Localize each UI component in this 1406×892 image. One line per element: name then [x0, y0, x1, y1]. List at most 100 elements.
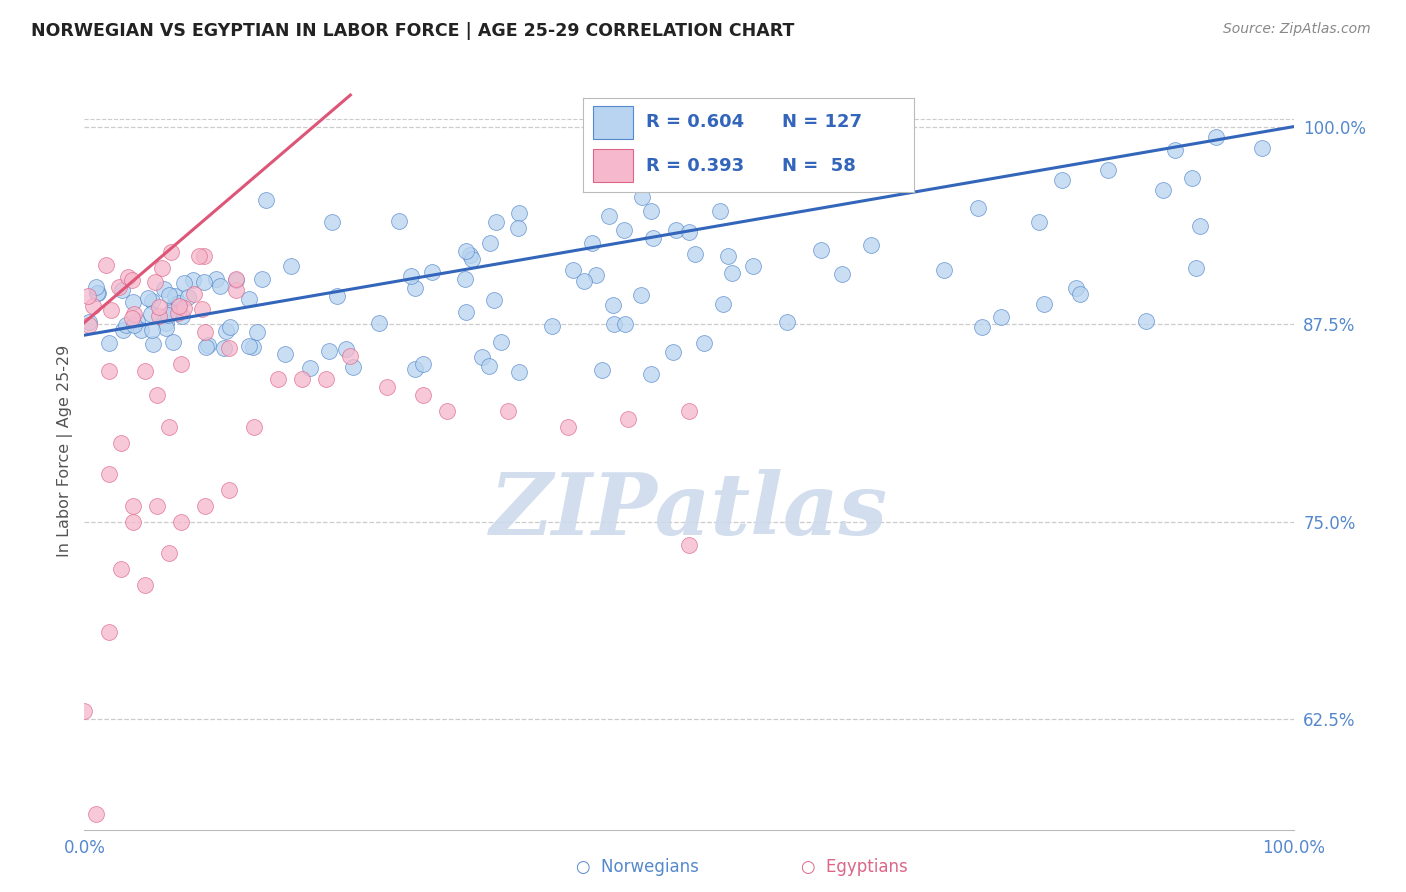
- Point: [967, 201, 990, 215]
- Point: [404, 362, 426, 376]
- Point: [122, 307, 145, 321]
- Point: [742, 260, 765, 274]
- Point: [776, 315, 799, 329]
- Point: [1097, 163, 1119, 178]
- Point: [115, 318, 138, 332]
- Point: [581, 236, 603, 251]
- Point: [204, 272, 226, 286]
- Point: [661, 345, 683, 359]
- Point: [489, 334, 512, 349]
- Y-axis label: In Labor Force | Age 25-29: In Labor Force | Age 25-29: [58, 344, 73, 557]
- Point: [1205, 130, 1227, 145]
- Point: [693, 336, 716, 351]
- Point: [157, 287, 180, 301]
- Point: [187, 248, 209, 262]
- Point: [461, 252, 484, 266]
- Point: [808, 163, 831, 178]
- Point: [218, 483, 240, 497]
- Point: [77, 289, 100, 303]
- Text: Source: ZipAtlas.com: Source: ZipAtlas.com: [1223, 22, 1371, 37]
- Bar: [593, 149, 633, 183]
- Point: [640, 367, 662, 381]
- Point: [110, 562, 132, 576]
- Point: [121, 499, 143, 513]
- Point: [141, 323, 163, 337]
- Point: [82, 299, 104, 313]
- Point: [77, 315, 100, 329]
- Text: R = 0.604: R = 0.604: [647, 113, 744, 131]
- Point: [86, 285, 108, 300]
- Point: [139, 307, 162, 321]
- Point: [209, 278, 232, 293]
- Point: [678, 225, 700, 239]
- Point: [242, 419, 264, 434]
- Point: [591, 362, 613, 376]
- Point: [181, 273, 204, 287]
- Point: [1164, 143, 1187, 157]
- Point: [134, 578, 156, 592]
- Point: [157, 546, 180, 560]
- Point: [508, 221, 530, 235]
- Point: [1064, 281, 1087, 295]
- Point: [721, 266, 744, 280]
- Point: [321, 215, 343, 229]
- Point: [454, 272, 477, 286]
- Point: [153, 282, 176, 296]
- Point: [86, 280, 108, 294]
- Point: [225, 283, 247, 297]
- Point: [399, 269, 422, 284]
- Point: [412, 357, 434, 371]
- Point: [86, 806, 108, 821]
- Text: N =  58: N = 58: [782, 157, 856, 175]
- Point: [100, 302, 122, 317]
- Point: [169, 296, 191, 310]
- Point: [150, 260, 173, 275]
- Point: [156, 308, 179, 322]
- Point: [1185, 260, 1208, 275]
- Point: [1069, 287, 1091, 301]
- Point: [143, 275, 166, 289]
- Point: [339, 349, 361, 363]
- Point: [142, 336, 165, 351]
- Point: [190, 301, 212, 316]
- Point: [97, 336, 120, 351]
- Point: [170, 515, 193, 529]
- Point: [121, 273, 143, 287]
- Point: [177, 290, 200, 304]
- Point: [768, 140, 790, 154]
- Point: [1050, 173, 1073, 187]
- Point: [342, 359, 364, 374]
- Point: [141, 294, 163, 309]
- Point: [640, 204, 662, 219]
- Point: [94, 259, 117, 273]
- Point: [990, 310, 1012, 325]
- Point: [631, 190, 654, 204]
- Point: [1250, 141, 1272, 155]
- Point: [315, 372, 337, 386]
- Point: [170, 357, 193, 371]
- Point: [138, 291, 160, 305]
- Point: [972, 320, 994, 334]
- Point: [225, 273, 247, 287]
- Point: [194, 499, 217, 513]
- Point: [274, 347, 297, 361]
- Point: [574, 274, 596, 288]
- Point: [155, 316, 177, 330]
- Point: [1135, 314, 1157, 328]
- Point: [508, 206, 530, 220]
- Point: [197, 338, 219, 352]
- Point: [561, 263, 583, 277]
- Point: [183, 286, 205, 301]
- Point: [602, 317, 624, 331]
- Point: [146, 388, 169, 402]
- Point: [456, 244, 478, 259]
- Point: [863, 118, 886, 132]
- Point: [254, 193, 277, 207]
- Point: [485, 215, 508, 229]
- Point: [641, 231, 664, 245]
- Text: R = 0.393: R = 0.393: [647, 157, 744, 175]
- Point: [665, 223, 688, 237]
- Point: [250, 271, 273, 285]
- Point: [557, 419, 579, 434]
- Point: [121, 311, 143, 326]
